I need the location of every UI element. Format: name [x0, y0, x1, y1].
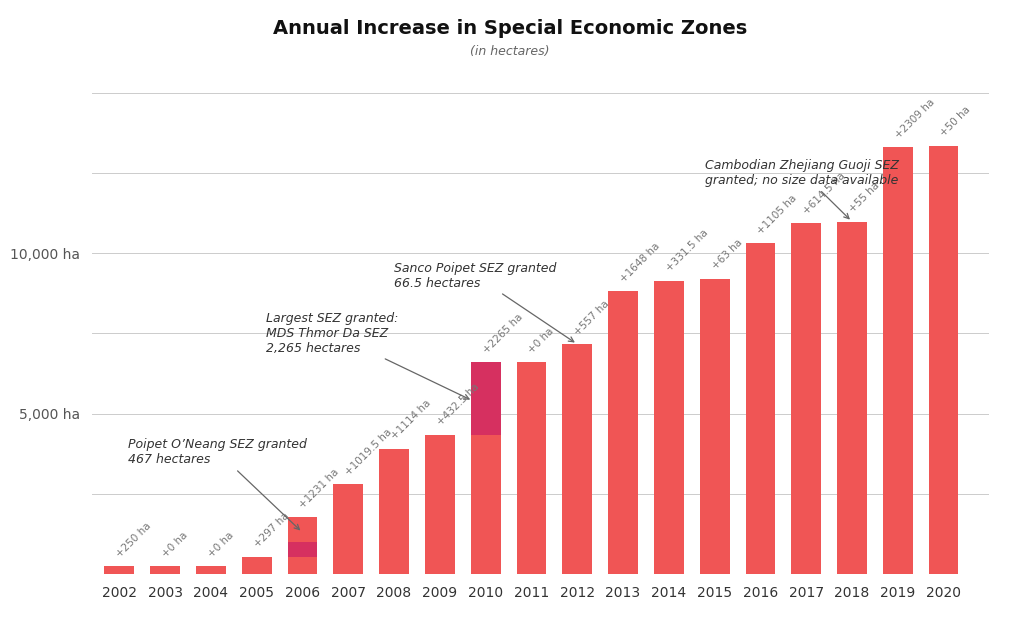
Bar	[653, 281, 683, 574]
Bar	[607, 291, 637, 574]
Text: +0 ha: +0 ha	[206, 530, 235, 559]
Text: +63 ha: +63 ha	[709, 237, 743, 272]
Bar	[561, 344, 592, 574]
Text: Annual Increase in Special Economic Zones: Annual Increase in Special Economic Zone…	[273, 19, 746, 38]
Text: +1105 ha: +1105 ha	[755, 193, 798, 236]
Text: +2309 ha: +2309 ha	[893, 97, 935, 140]
Text: +557 ha: +557 ha	[572, 299, 610, 337]
Bar	[745, 243, 774, 574]
Text: Poipet O’Neang SEZ granted
467 hectares: Poipet O’Neang SEZ granted 467 hectares	[128, 438, 307, 530]
Text: +432.5 ha: +432.5 ha	[435, 382, 480, 427]
Bar	[425, 434, 454, 574]
Text: Cambodian Zhejiang Guoji SEZ
granted; no size data available: Cambodian Zhejiang Guoji SEZ granted; no…	[705, 159, 899, 219]
Bar	[471, 362, 500, 574]
Bar	[837, 221, 866, 574]
Text: +614.5 ha: +614.5 ha	[801, 170, 847, 216]
Text: +0 ha: +0 ha	[160, 530, 190, 559]
Bar	[379, 449, 409, 574]
Bar	[699, 279, 729, 574]
Text: +0 ha: +0 ha	[526, 326, 555, 355]
Bar	[333, 484, 363, 574]
Bar	[471, 362, 500, 434]
Bar	[287, 542, 317, 556]
Bar	[196, 566, 225, 574]
Text: +1648 ha: +1648 ha	[618, 241, 661, 284]
Text: +250 ha: +250 ha	[114, 521, 153, 559]
Bar	[928, 146, 958, 574]
Bar	[516, 362, 546, 574]
Text: +1019.5 ha: +1019.5 ha	[343, 427, 393, 477]
Text: +297 ha: +297 ha	[252, 511, 290, 549]
Text: +331.5 ha: +331.5 ha	[663, 228, 709, 274]
Text: Sanco Poipet SEZ granted
66.5 hectares: Sanco Poipet SEZ granted 66.5 hectares	[393, 262, 574, 342]
Text: +1114 ha: +1114 ha	[389, 398, 432, 441]
Text: +55 ha: +55 ha	[847, 181, 880, 214]
Text: +2265 ha: +2265 ha	[480, 311, 524, 355]
Bar	[104, 566, 135, 574]
Text: (in hectares): (in hectares)	[470, 45, 549, 57]
Text: +50 ha: +50 ha	[937, 105, 972, 139]
Text: +1231 ha: +1231 ha	[298, 466, 340, 510]
Bar	[287, 517, 317, 574]
Bar	[242, 556, 271, 574]
Bar	[791, 223, 820, 574]
Text: Largest SEZ granted:
MDS Thmor Da SEZ
2,265 hectares: Largest SEZ granted: MDS Thmor Da SEZ 2,…	[266, 312, 469, 399]
Bar	[150, 566, 179, 574]
Bar	[882, 147, 912, 574]
